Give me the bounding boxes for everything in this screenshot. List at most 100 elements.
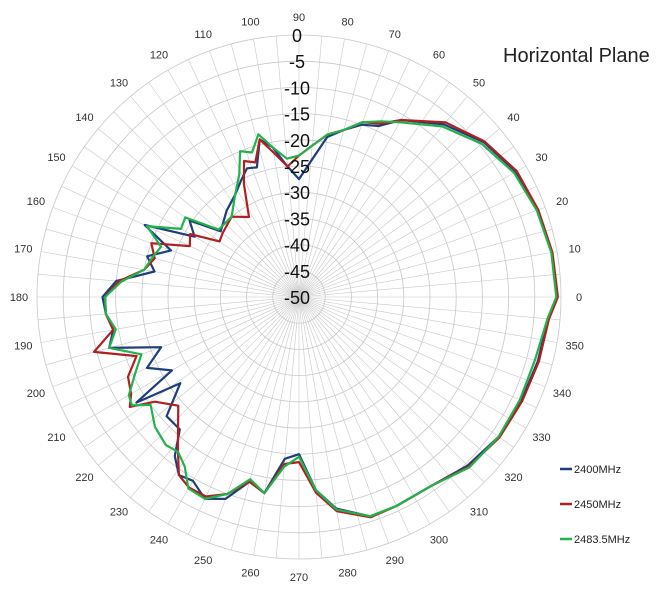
angle-tick-label: 340 [553, 388, 571, 400]
grid-spoke [298, 251, 558, 298]
angle-tick-label: 70 [389, 29, 401, 41]
grid-spoke [298, 35, 323, 298]
angle-tick-label: 60 [433, 50, 445, 62]
angle-tick-label: 300 [430, 535, 448, 547]
grid-spoke [298, 165, 527, 298]
grid-spoke [45, 228, 300, 298]
grid-spoke [298, 50, 389, 298]
series-line-2450mhz [92, 118, 559, 519]
grid-spoke [253, 296, 300, 556]
grid-spoke [298, 69, 431, 298]
grid-spoke [148, 82, 300, 298]
grid-spoke [61, 296, 300, 408]
angle-tick-label: 190 [14, 341, 32, 353]
grid-spoke [298, 38, 345, 298]
angle-tick-label: 160 [27, 196, 45, 208]
grid-spoke [298, 296, 558, 343]
angle-tick-label: 80 [341, 16, 353, 28]
polar-grid [36, 34, 562, 560]
angle-tick-label: 280 [338, 568, 356, 580]
grid-spoke [113, 296, 300, 483]
legend-label: 2400MHz [574, 464, 621, 476]
angle-tick-label: 230 [110, 507, 128, 519]
angle-tick-label: 310 [470, 507, 488, 519]
angle-tick-label: 290 [386, 555, 404, 567]
grid-spoke [253, 38, 300, 298]
grid-spoke [298, 296, 431, 525]
grid-spoke [298, 296, 561, 321]
angle-tick-label: 130 [110, 78, 128, 90]
grid-spoke [298, 296, 368, 551]
angle-tick-label: 20 [556, 196, 568, 208]
angle-tick-label: 120 [150, 50, 168, 62]
grid-spoke [209, 296, 300, 544]
grid-spoke [298, 96, 468, 298]
grid-spoke [298, 128, 500, 298]
grid-spoke [298, 273, 561, 298]
grid-spoke [298, 111, 485, 298]
grid-spoke [298, 82, 450, 298]
angle-tick-label: 0 [576, 292, 582, 304]
grid-spoke [52, 296, 300, 387]
grid-spoke [298, 296, 468, 498]
grid-spoke [298, 296, 514, 448]
angle-tick-label: 320 [504, 472, 522, 484]
grid-spoke [130, 296, 300, 498]
angle-tick-label: 260 [241, 568, 259, 580]
grid-spoke [298, 296, 546, 387]
angle-tick-label: 140 [75, 112, 93, 124]
grid-spoke [209, 50, 300, 298]
grid-spoke [40, 251, 300, 298]
grid-spoke [98, 296, 300, 466]
angle-tick-label: 200 [27, 388, 45, 400]
series-layer [92, 118, 559, 519]
grid-spoke [298, 228, 553, 298]
grid-spoke [298, 296, 410, 535]
grid-spoke [71, 296, 300, 429]
legend-label: 2450MHz [574, 499, 621, 511]
angle-tick-label: 110 [194, 29, 212, 41]
angle-tick-label: 150 [47, 152, 65, 164]
angle-tick-label: 50 [473, 78, 485, 90]
grid-spoke [167, 296, 300, 525]
radial-tick-label: -20 [284, 131, 310, 151]
grid-spoke [298, 296, 537, 408]
grid-spoke [298, 296, 485, 483]
grid-spoke [298, 296, 553, 366]
radial-tick-label: -25 [284, 157, 310, 177]
grid-spoke [40, 296, 300, 343]
grid-spoke [275, 296, 300, 559]
radial-tick-label: -50 [284, 288, 310, 308]
grid-spoke [298, 296, 500, 466]
grid-spoke [298, 186, 537, 298]
angle-tick-label: 240 [150, 535, 168, 547]
grid-spoke [71, 165, 300, 298]
radial-tick-label: -5 [289, 52, 305, 72]
radial-tick-label: -15 [284, 105, 310, 125]
grid-spoke [37, 296, 300, 321]
labels-layer: 0 10 20 30 40 50 60 70 80 90 100 110 120 130 140 150 160… [10, 12, 584, 584]
angle-tick-label: 210 [47, 432, 65, 444]
radial-tick-label: -30 [284, 183, 310, 203]
angle-tick-label: 330 [532, 432, 550, 444]
radial-tick-label: -45 [284, 262, 310, 282]
chart-title: Horizontal Plane [503, 45, 650, 67]
grid-spoke [188, 296, 300, 535]
angle-tick-label: 170 [14, 243, 32, 255]
radial-tick-label: -40 [284, 236, 310, 256]
angle-tick-label: 40 [507, 112, 519, 124]
legend-label: 2483.5MHz [574, 534, 630, 546]
angle-tick-label: 100 [241, 16, 259, 28]
legend: 2400MHz 2450MHz 2483.5MHz [560, 464, 630, 546]
angle-tick-label: 90 [293, 12, 305, 24]
grid-spoke [298, 296, 323, 559]
grid-spoke [61, 186, 300, 298]
grid-spoke [230, 43, 300, 298]
grid-spoke [230, 296, 300, 551]
angle-tick-label: 250 [194, 555, 212, 567]
grid-spoke [167, 69, 300, 298]
grid-spoke [98, 128, 300, 298]
angle-tick-label: 30 [535, 152, 547, 164]
angle-tick-label: 220 [75, 472, 93, 484]
